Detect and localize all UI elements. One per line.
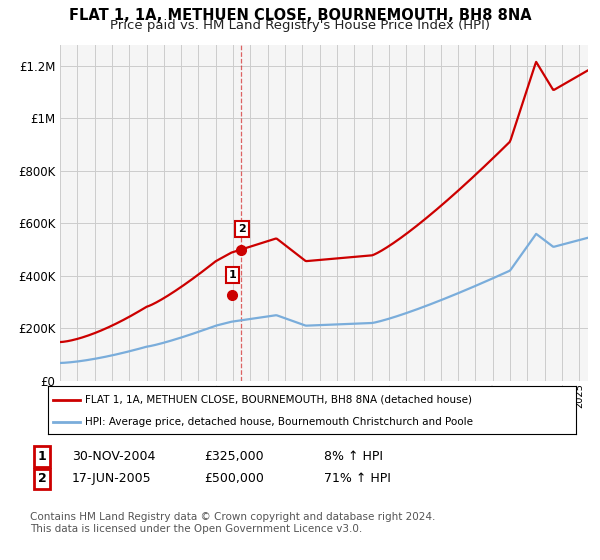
Text: 8% ↑ HPI: 8% ↑ HPI (324, 450, 383, 463)
Text: Contains HM Land Registry data © Crown copyright and database right 2024.
This d: Contains HM Land Registry data © Crown c… (30, 512, 436, 534)
Text: 71% ↑ HPI: 71% ↑ HPI (324, 472, 391, 486)
Text: 1: 1 (229, 270, 236, 280)
Text: FLAT 1, 1A, METHUEN CLOSE, BOURNEMOUTH, BH8 8NA (detached house): FLAT 1, 1A, METHUEN CLOSE, BOURNEMOUTH, … (85, 395, 472, 405)
Text: 17-JUN-2005: 17-JUN-2005 (72, 472, 152, 486)
Text: 2: 2 (38, 472, 46, 486)
Text: HPI: Average price, detached house, Bournemouth Christchurch and Poole: HPI: Average price, detached house, Bour… (85, 417, 473, 427)
Text: 30-NOV-2004: 30-NOV-2004 (72, 450, 155, 463)
Text: 1: 1 (38, 450, 46, 463)
Text: FLAT 1, 1A, METHUEN CLOSE, BOURNEMOUTH, BH8 8NA: FLAT 1, 1A, METHUEN CLOSE, BOURNEMOUTH, … (68, 8, 532, 24)
Text: £325,000: £325,000 (204, 450, 263, 463)
Text: £500,000: £500,000 (204, 472, 264, 486)
Text: Price paid vs. HM Land Registry's House Price Index (HPI): Price paid vs. HM Land Registry's House … (110, 19, 490, 32)
Text: 2: 2 (238, 224, 246, 234)
